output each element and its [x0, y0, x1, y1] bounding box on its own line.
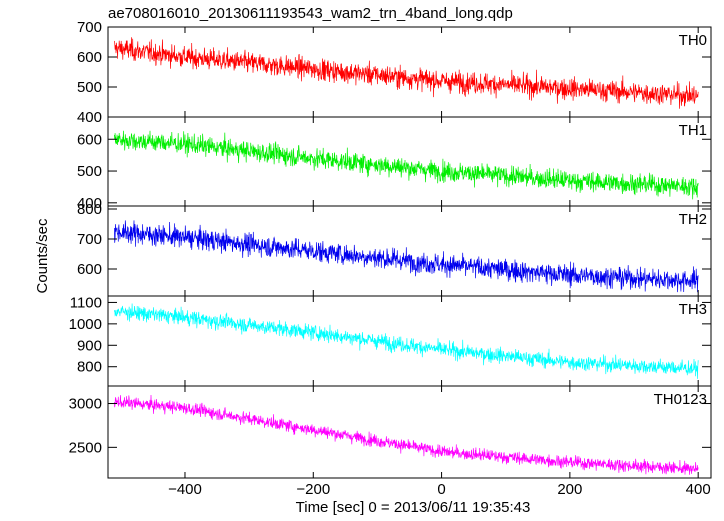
- panel-th1: 400 500 600 TH1: [77, 116, 712, 212]
- x-tick-label: −200: [296, 481, 330, 498]
- panel-frame: [107, 385, 712, 479]
- series-line-th1: [114, 130, 699, 200]
- panels-group: 400 500 600 700 TH0 400 500 600 TH1 600 700 800 TH2 8…: [69, 19, 712, 479]
- series-label-th3: TH3: [679, 301, 707, 318]
- y-tick-label: 500: [77, 163, 102, 180]
- x-tick-label: 200: [557, 481, 582, 498]
- chart-title: ae708016010_20130611193543_wam2_trn_4ban…: [108, 5, 513, 22]
- x-axis-label: Time [sec] 0 = 2013/06/11 19:35:43: [296, 499, 531, 516]
- y-tick-label: 600: [77, 261, 102, 278]
- y-tick-label: 1000: [69, 316, 102, 333]
- panel-frame: [107, 205, 712, 297]
- series-label-th0123: TH0123: [654, 391, 707, 408]
- y-tick-label: 700: [77, 231, 102, 248]
- y-tick-label: 900: [77, 337, 102, 354]
- y-tick-label: 600: [77, 49, 102, 66]
- x-tick-label: 0: [437, 481, 445, 498]
- x-tick-label: −400: [168, 481, 202, 498]
- series-line-th3: [114, 303, 699, 379]
- x-tick-label: 400: [686, 481, 711, 498]
- series-label-th0: TH0: [679, 32, 707, 49]
- panel-frame: [107, 26, 712, 118]
- x-axis: −400 −200 0 200 400: [168, 481, 711, 498]
- y-axis-label: Counts/sec: [34, 218, 51, 294]
- y-tick-label: 400: [77, 109, 102, 126]
- y-tick-label: 1100: [70, 294, 102, 311]
- y-tick-label: 800: [77, 201, 102, 218]
- y-tick-label: 800: [77, 359, 102, 376]
- series-line-th0: [114, 37, 699, 109]
- y-tick-label: 2500: [69, 439, 102, 456]
- panel-th2: 600 700 800 TH2: [77, 201, 712, 297]
- series-line-th0123: [114, 394, 699, 475]
- y-tick-label: 3000: [69, 396, 102, 413]
- y-tick-label: 700: [77, 19, 102, 36]
- panel-frame: [107, 295, 712, 387]
- series-line-th2: [114, 220, 699, 293]
- series-label-th2: TH2: [679, 211, 707, 228]
- y-tick-label: 600: [77, 131, 102, 148]
- panel-th3: 800 900 1000 1100 TH3: [69, 294, 712, 387]
- panel-th0123: 2500 3000 TH0123: [69, 385, 712, 479]
- y-tick-label: 400: [77, 195, 102, 212]
- y-tick-label: 500: [77, 79, 102, 96]
- series-label-th1: TH1: [679, 122, 707, 139]
- panel-frame: [107, 116, 712, 207]
- panel-th0: 400 500 600 700 TH0: [77, 19, 712, 126]
